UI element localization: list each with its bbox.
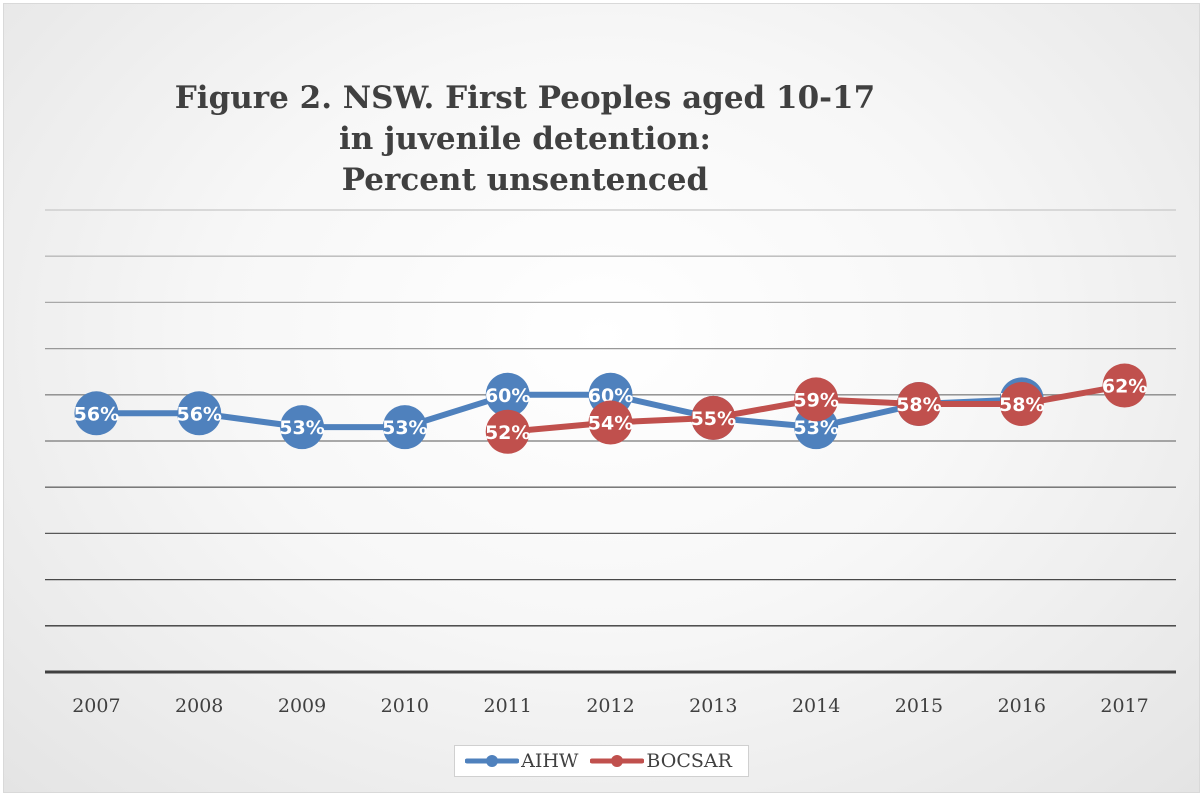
series-bocsar: 52% 54% 55% 59% 58% 58% 62% bbox=[485, 363, 1147, 454]
data-point-aihw bbox=[74, 391, 119, 436]
data-label-bocsar: 52% bbox=[485, 422, 530, 444]
data-label-aihw: 53% bbox=[382, 417, 427, 439]
data-point-bocsar bbox=[896, 382, 941, 427]
legend-box: AIHW BOCSAR bbox=[454, 745, 749, 777]
x-tick-label: 2007 bbox=[72, 695, 120, 717]
chart-title-line-1: Figure 2. NSW. First Peoples aged 10-17 bbox=[174, 80, 876, 116]
x-tick-label: 2014 bbox=[792, 695, 840, 717]
legend: AIHW BOCSAR bbox=[0, 741, 1203, 781]
data-label-aihw: 53% bbox=[793, 417, 838, 439]
data-label-aihw: 56% bbox=[74, 403, 119, 425]
x-tick-label: 2013 bbox=[689, 695, 737, 717]
data-point-bocsar bbox=[999, 382, 1044, 427]
chart-title-line-2: in juvenile detention: bbox=[339, 121, 711, 157]
legend-label-aihw: AIHW bbox=[521, 750, 579, 772]
x-tick-label: 2009 bbox=[278, 695, 326, 717]
data-label-aihw: 53% bbox=[279, 417, 324, 439]
data-point-aihw bbox=[280, 405, 325, 450]
legend-label-bocsar: BOCSAR bbox=[646, 750, 732, 772]
data-label-bocsar: 58% bbox=[999, 394, 1044, 416]
data-label-bocsar: 62% bbox=[1102, 376, 1147, 398]
legend-item-aihw: AIHW bbox=[465, 750, 578, 772]
data-label-aihw: 60% bbox=[588, 385, 633, 407]
series-line-aihw bbox=[93, 391, 1025, 431]
legend-marker-aihw bbox=[465, 755, 520, 767]
data-label-bocsar: 58% bbox=[896, 394, 941, 416]
data-label-aihw: 56% bbox=[176, 403, 221, 425]
x-tick-label: 2012 bbox=[586, 695, 634, 717]
data-point-bocsar bbox=[588, 400, 633, 445]
data-point-aihw bbox=[177, 391, 222, 436]
chart-title: Figure 2. NSW. First Peoples aged 10-17 … bbox=[130, 78, 920, 201]
x-tick-label: 2008 bbox=[175, 695, 223, 717]
legend-item-bocsar: BOCSAR bbox=[590, 750, 732, 772]
data-point-bocsar bbox=[794, 377, 839, 422]
data-label-bocsar: 55% bbox=[691, 408, 736, 430]
x-axis-ticks: 2007 2008 2009 2010 2011 2012 2013 2014 2015 2016… bbox=[72, 695, 1149, 717]
data-label-aihw: 60% bbox=[485, 385, 530, 407]
data-point-bocsar bbox=[485, 409, 530, 454]
series-group: 56% 56% 53% 53% 60% 60% 55% 53% 58% 59%52% 54% 55% 5… bbox=[74, 363, 1147, 454]
x-tick-label: 2015 bbox=[895, 695, 943, 717]
data-point-bocsar bbox=[691, 395, 736, 440]
chart-title-line-3: Percent unsentenced bbox=[341, 162, 709, 198]
data-label-bocsar: 54% bbox=[588, 413, 633, 435]
x-tick-label: 2011 bbox=[484, 695, 532, 717]
x-tick-label: 2016 bbox=[998, 695, 1046, 717]
data-label-bocsar: 59% bbox=[793, 389, 838, 411]
gridlines bbox=[45, 209, 1176, 674]
x-tick-label: 2017 bbox=[1100, 695, 1148, 717]
data-point-aihw bbox=[382, 405, 427, 450]
x-tick-label: 2010 bbox=[381, 695, 429, 717]
data-point-bocsar bbox=[1102, 363, 1147, 408]
legend-marker-bocsar bbox=[590, 755, 645, 767]
data-point-aihw bbox=[485, 372, 530, 417]
